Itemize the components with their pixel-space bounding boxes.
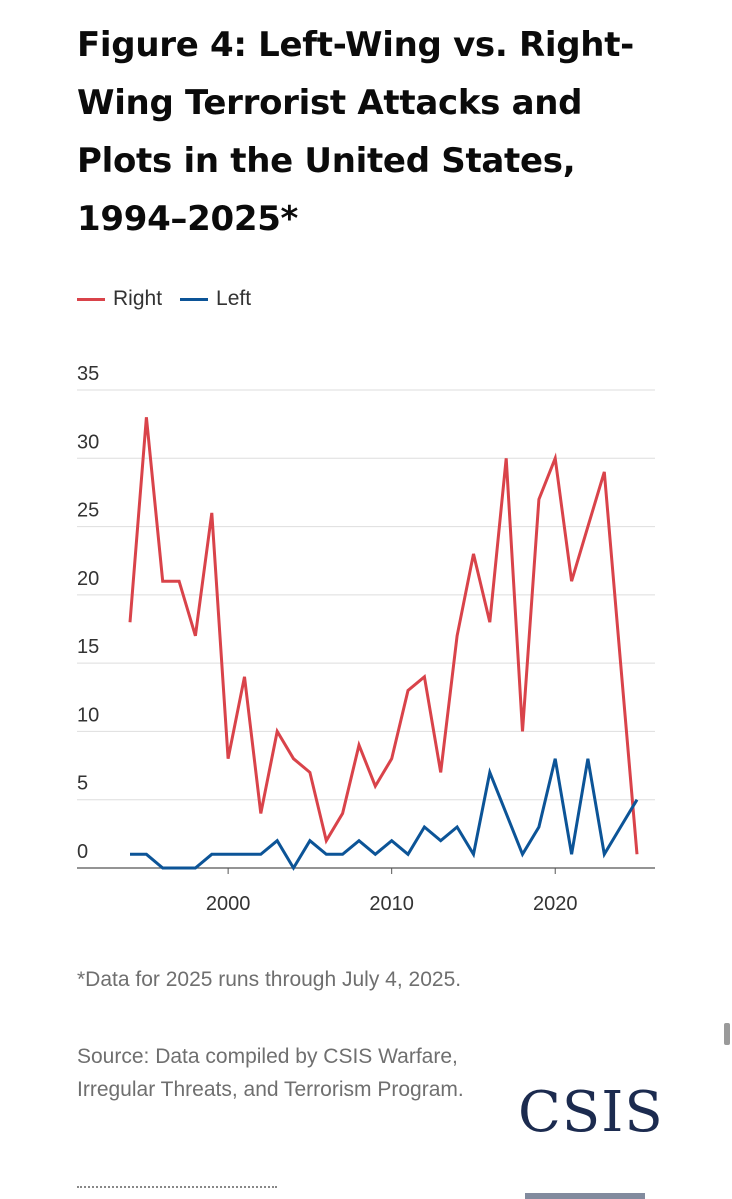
y-tick-label-15: 15	[77, 636, 99, 658]
y-tick-label-25: 25	[77, 500, 99, 522]
legend-item-right: Right	[77, 287, 162, 311]
y-tick-label-30: 30	[77, 431, 99, 453]
series-line-right	[128, 417, 639, 855]
x-tick-label-2000: 2000	[206, 893, 251, 915]
x-tick-label-2020: 2020	[533, 893, 578, 915]
legend-label-right: Right	[113, 287, 163, 310]
legend-swatch-left	[180, 297, 209, 301]
legend-item-left: Left	[180, 287, 251, 311]
csis-logo: CSIS	[518, 1080, 664, 1145]
scrollbar-thumb[interactable]	[724, 1023, 730, 1045]
chart-title: Figure 4: Left-Wing vs. Right-Wing Terro…	[77, 25, 634, 239]
series-line-left	[130, 758, 639, 871]
y-tick-label-0: 0	[77, 841, 88, 863]
y-tick-label-10: 10	[77, 704, 99, 726]
legend: Right Left	[77, 284, 269, 314]
legend-swatch-right	[77, 297, 105, 301]
legend-label-left: Left	[216, 287, 252, 310]
x-tick-label-2010: 2010	[369, 893, 414, 915]
y-tick-label-35: 35	[77, 363, 99, 385]
source-note: Source: Data compiled by CSIS Warfare, I…	[77, 1045, 464, 1101]
cropped-text-fragment	[77, 1186, 277, 1198]
cropped-logo-fragment	[525, 1193, 645, 1199]
y-tick-label-5: 5	[77, 773, 88, 795]
line-chart: 0 5 10 15 20 25 30 35 2000 2010 2020	[77, 363, 655, 915]
y-tick-label-20: 20	[77, 568, 99, 590]
footnote: *Data for 2025 runs through July 4, 2025…	[77, 968, 462, 991]
